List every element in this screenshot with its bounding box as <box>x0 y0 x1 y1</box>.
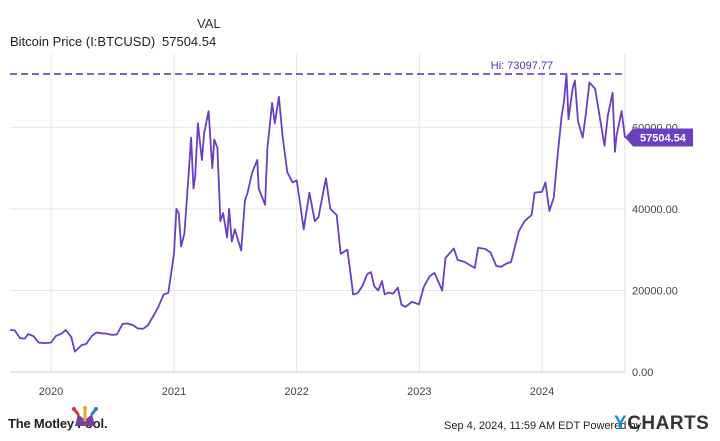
ycharts-logo[interactable]: YCHARTS <box>614 413 709 435</box>
high-label: Hi: 73097.77 <box>491 60 553 72</box>
last-value-label: 57504.54 <box>640 133 687 145</box>
x-tick-label: 2022 <box>284 386 308 398</box>
x-tick-label: 2024 <box>530 386 554 398</box>
legend-value-heading: VAL <box>197 16 221 31</box>
ycharts-logo-rest: CHARTS <box>627 413 710 434</box>
footer: The Motley Fool. Sep 4, 2024, 11:59 AM E… <box>0 404 720 441</box>
series-line-bitcoin-price <box>9 73 626 353</box>
legend-series-name[interactable]: Bitcoin Price (I:BTCUSD) <box>10 34 156 49</box>
x-tick-label: 2020 <box>39 386 63 398</box>
y-tick-label: 40000.00 <box>632 204 678 216</box>
attribution-text: Sep 4, 2024, 11:59 AM EDT Powered by <box>444 420 642 432</box>
y-tick-label: 0.00 <box>632 367 653 379</box>
ycharts-logo-y: Y <box>614 413 628 434</box>
x-tick-label: 2021 <box>162 386 186 398</box>
y-tick-label: 20000.00 <box>632 285 678 297</box>
x-tick-label: 2023 <box>407 386 431 398</box>
last-value-badge <box>625 128 693 147</box>
jester-cap-icon <box>72 406 98 426</box>
legend-series-value: 57504.54 <box>162 34 217 49</box>
